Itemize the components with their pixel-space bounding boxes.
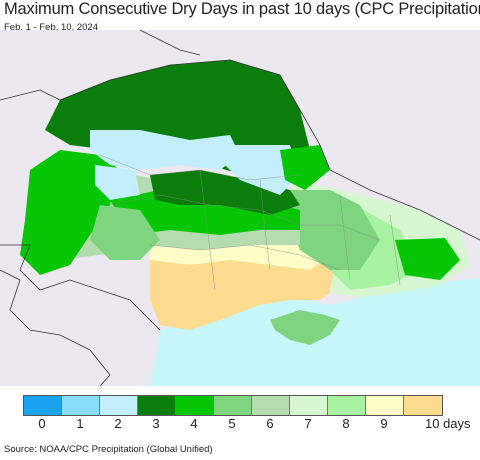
legend-tick-labels: 0 1 2 3 4 5 6 7 8 9 <box>23 416 480 436</box>
dry-days-map <box>0 30 480 386</box>
region-donetsk <box>395 238 460 280</box>
crimea <box>270 310 340 345</box>
legend-color-bar <box>23 395 443 416</box>
legend-tick: 5 <box>228 416 236 431</box>
legend-tick: 7 <box>304 416 312 431</box>
source-credit: Source: NOAA/CPC Precipitation (Global U… <box>4 444 213 455</box>
oblast-boundaries <box>99 154 401 291</box>
map-title: Maximum Consecutive Dry Days in past 10 … <box>4 0 480 18</box>
region-north-east-4 <box>280 145 330 190</box>
region-north-2 <box>90 130 240 170</box>
date-range: Feb. 1 - Feb. 10, 2024 <box>4 22 99 33</box>
legend-tick: 8 <box>342 416 350 431</box>
legend-swatch-6 <box>252 396 290 415</box>
legend-swatch-2 <box>100 396 138 415</box>
legend-swatch-3 <box>138 396 176 415</box>
legend-swatch-4 <box>176 396 214 415</box>
legend-swatch-9 <box>366 396 404 415</box>
region-center-5b <box>90 205 160 260</box>
legend-swatch-5 <box>214 396 252 415</box>
legend-tick: 9 <box>380 416 388 431</box>
region-center-5 <box>280 190 380 270</box>
legend-swatch-8 <box>328 396 366 415</box>
legend-unit-label: 10 days <box>425 416 471 431</box>
legend-tick: 1 <box>76 416 84 431</box>
legend-swatch-1 <box>62 396 100 415</box>
borders <box>0 30 480 386</box>
legend-tick: 6 <box>266 416 274 431</box>
region-west-2 <box>95 165 140 200</box>
legend-tick: 3 <box>152 416 160 431</box>
legend-swatch-7 <box>290 396 328 415</box>
legend-tick: 2 <box>114 416 122 431</box>
legend-tick: 0 <box>38 416 46 431</box>
legend-tick: 4 <box>190 416 198 431</box>
legend-swatch-0 <box>24 396 62 415</box>
legend-swatch-10 <box>404 396 442 415</box>
